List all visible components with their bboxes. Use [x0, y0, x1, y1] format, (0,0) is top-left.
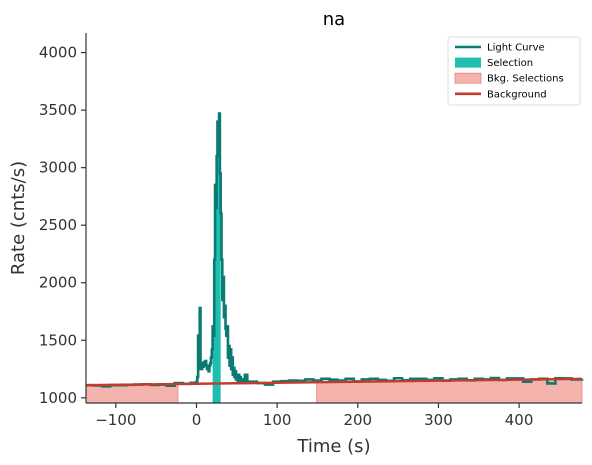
background-line-layer	[85, 377, 583, 387]
y-tick-label: 2000	[39, 274, 77, 292]
y-ticks: 1000 1500 2000 2500 3000 3500 4000	[39, 44, 86, 407]
legend-swatch-patch	[454, 72, 482, 84]
legend-label: Background	[487, 89, 547, 100]
x-ticks: −100 0 100 200 300 400	[95, 403, 533, 429]
axes: −100 0 100 200 300 400 1000 1500 2000 2500 3000 35…	[39, 33, 582, 429]
legend: Light Curve Selection Bkg. Selections Backg…	[447, 36, 581, 106]
legend-swatch-patch	[455, 57, 481, 68]
legend-label: Light Curve	[487, 43, 545, 54]
x-tick-label: 200	[343, 411, 372, 429]
x-tick-label: 100	[263, 411, 292, 429]
bkg-selection-region-1	[85, 383, 179, 404]
x-tick-label: −100	[95, 411, 136, 429]
y-tick-label: 3000	[39, 159, 77, 177]
y-axis-label: Rate (cnts/s)	[8, 161, 29, 275]
legend-label: Selection	[487, 58, 533, 69]
y-tick-label: 4000	[39, 44, 77, 62]
y-tick-label: 1500	[39, 331, 77, 349]
legend-label: Bkg. Selections	[487, 74, 564, 85]
light-curve-line	[86, 112, 584, 388]
legend-items: Light Curve Selection Bkg. Selections Backg…	[454, 43, 564, 100]
x-axis-label: Time (s)	[296, 436, 370, 457]
plot-area	[85, 112, 584, 404]
y-tick-label: 3500	[39, 101, 77, 119]
light-curve-layer	[86, 112, 584, 388]
x-tick-label: 300	[424, 411, 453, 429]
y-tick-label: 1000	[39, 389, 77, 407]
x-tick-label: 400	[505, 411, 534, 429]
y-tick-label: 2500	[39, 216, 77, 234]
background-fit-line	[85, 377, 583, 387]
legend-frame	[447, 36, 581, 106]
chart-title: na	[323, 9, 345, 30]
x-tick-label: 0	[192, 411, 202, 429]
